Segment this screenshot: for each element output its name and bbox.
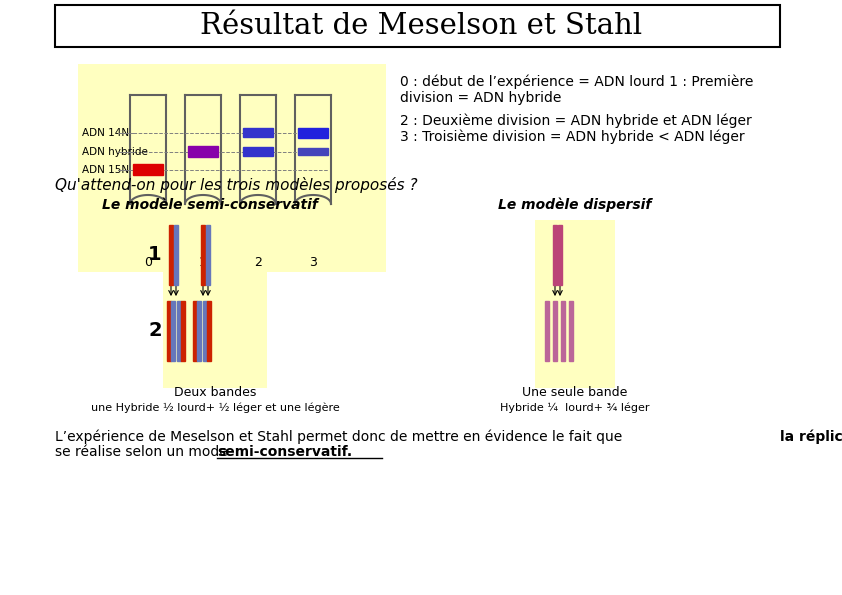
Bar [535,220,615,388]
Text: Le modèle semi-conservatif: Le modèle semi-conservatif [102,198,318,212]
Text: ADN hybride: ADN hybride [82,147,148,157]
Bar [78,64,386,272]
Bar [171,301,175,361]
Text: Deux bandes: Deux bandes [173,387,256,399]
Text: 0: 0 [144,255,152,268]
Text: ADN 14N: ADN 14N [82,128,129,138]
Bar [181,301,185,361]
Bar [545,301,549,361]
Text: Hybride ¼  lourd+ ¾ léger: Hybride ¼ lourd+ ¾ léger [500,403,650,414]
Bar [177,301,181,361]
Text: L’expérience de Meselson et Stahl permet donc de mettre en évidence le fait que: L’expérience de Meselson et Stahl permet… [55,430,626,444]
Bar [207,301,211,361]
Text: Le modèle dispersif: Le modèle dispersif [498,198,652,212]
Bar [558,225,562,285]
Bar [553,225,557,285]
Bar [569,301,573,361]
Text: semi-conservatif.: semi-conservatif. [217,445,352,459]
Bar [201,225,205,285]
Bar [243,147,273,156]
Bar [55,5,780,47]
Bar [169,225,173,285]
Text: la réplication: la réplication [780,430,842,444]
Bar [133,164,163,175]
Bar [197,301,201,361]
Bar [163,220,267,388]
Bar [206,225,210,285]
Text: ADN 15N: ADN 15N [82,165,129,175]
Text: 2: 2 [254,255,262,268]
Text: 3 : Troisième division = ADN hybride < ADN léger: 3 : Troisième division = ADN hybride < A… [400,130,744,144]
Text: Une seule bande: Une seule bande [522,387,627,399]
Bar [243,128,273,137]
Bar [193,301,197,361]
Text: 2: 2 [148,321,162,340]
Bar [203,301,207,361]
Bar [298,128,328,138]
Text: se réalise selon un mode: se réalise selon un mode [55,445,232,459]
Text: Qu'attend-on pour les trois modèles proposés ?: Qu'attend-on pour les trois modèles prop… [55,177,418,193]
Text: une Hybride ½ lourd+ ½ léger et une légère: une Hybride ½ lourd+ ½ léger et une légè… [91,403,339,414]
Text: 0 : début de l’expérience = ADN lourd 1 : Première: 0 : début de l’expérience = ADN lourd 1 … [400,75,754,89]
Text: 3: 3 [309,255,317,268]
Bar [553,301,557,361]
Bar [174,225,178,285]
Bar [298,148,328,155]
Text: division = ADN hybride: division = ADN hybride [400,91,562,105]
Bar [188,146,218,157]
Text: 2 : Deuxième division = ADN hybride et ADN léger: 2 : Deuxième division = ADN hybride et A… [400,114,752,129]
Bar [167,301,171,361]
Text: 1: 1 [148,246,162,265]
Bar [561,301,565,361]
Text: Résultat de Meselson et Stahl: Résultat de Meselson et Stahl [200,12,642,40]
Text: 1: 1 [199,255,207,268]
